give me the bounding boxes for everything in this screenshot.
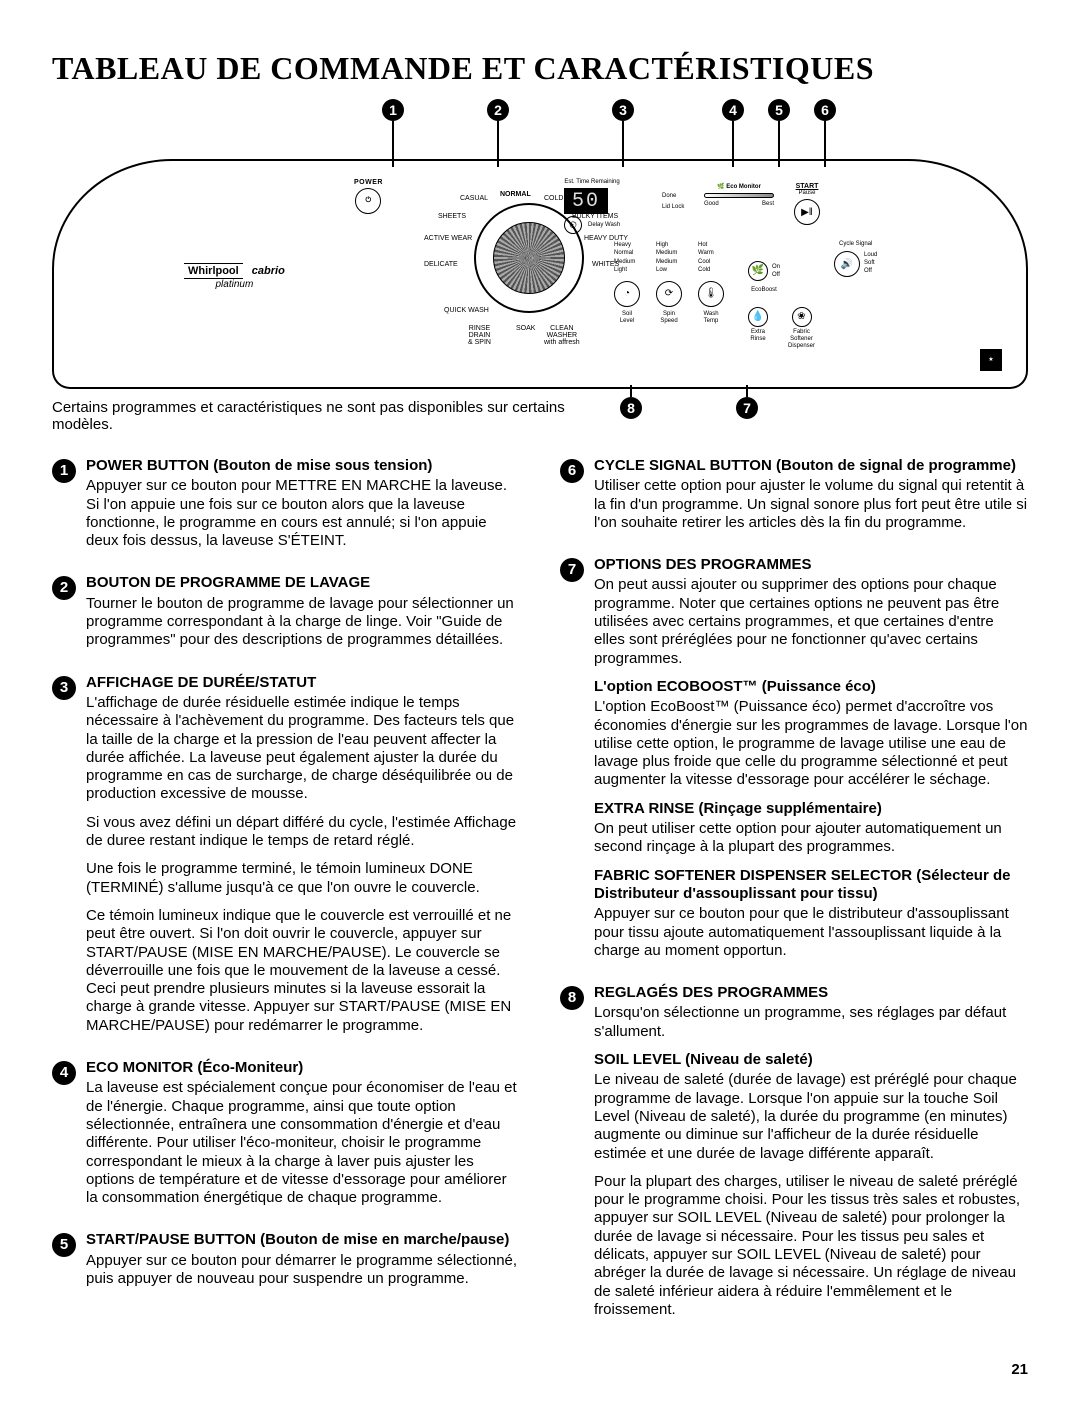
start-pause-button[interactable]: ▶ǁ [794, 199, 820, 225]
energy-star-icon: ★ [980, 349, 1002, 371]
section-marker: 3 [52, 676, 76, 700]
fabric-softener-block: ❀ Fabric Softener Dispenser [788, 307, 815, 351]
section-title: BOUTON DE PROGRAMME DE LAVAGE [86, 574, 520, 592]
section-1: 1 POWER BUTTON (Bouton de mise sous tensi… [52, 457, 520, 560]
availability-note: Certains programmes et caractéristiques … [52, 399, 572, 433]
section-paragraph: On peut aussi ajouter ou supprimer des o… [594, 576, 1028, 667]
subsection-title: FABRIC SOFTENER DISPENSER SELECTOR (Séle… [594, 867, 1028, 904]
brand-block: Whirlpool cabrio platinum [184, 263, 285, 290]
subsection-title: SOIL LEVEL (Niveau de saleté) [594, 1051, 1028, 1069]
section-paragraph: Ce témoin lumineux indique que le couver… [86, 907, 520, 1035]
section-marker: 8 [560, 986, 584, 1010]
ecoboost-block: 🌿 OnOff EcoBoost [748, 261, 780, 294]
callout-7: 7 [736, 385, 758, 419]
section-paragraph: La laveuse est spécialement conçue pour … [86, 1079, 520, 1207]
eco-monitor-block: 🌿 Eco Monitor GoodBest [704, 183, 774, 207]
callout-8: 8 [620, 385, 642, 419]
callout-6: 6 [814, 99, 836, 167]
section-2: 2 BOUTON DE PROGRAMME DE LAVAGE Tourner le… [52, 574, 520, 659]
time-display: 50 [564, 188, 608, 214]
section-marker: 5 [52, 1233, 76, 1257]
subsection-paragraph: On peut utiliser cette option pour ajout… [594, 820, 1028, 857]
section-paragraph: Si vous avez défini un départ différé du… [86, 814, 520, 851]
delay-wash-label: Delay Wash [588, 222, 620, 229]
callout-5: 5 [768, 99, 790, 167]
section-paragraph: Appuyer sur ce bouton pour METTRE EN MAR… [86, 477, 520, 550]
subsection-paragraph: Appuyer sur ce bouton pour que le distri… [594, 905, 1028, 960]
section-title: START/PAUSE BUTTON (Bouton de mise en ma… [86, 1231, 520, 1249]
fabric-softener-button[interactable]: ❀ [792, 307, 812, 327]
power-icon: ⏻ [365, 197, 371, 205]
brand-variant: platinum [184, 279, 285, 290]
power-button[interactable]: ⏻ [355, 188, 381, 214]
delay-wash-button[interactable]: ⏲ [564, 216, 582, 234]
subsection-title: EXTRA RINSE (Rinçage supplémentaire) [594, 800, 1028, 818]
callout-1: 1 [382, 99, 404, 167]
est-time-label: Est. Time Remaining [564, 179, 620, 186]
callout-4: 4 [722, 99, 744, 167]
section-paragraph: Une fois le programme terminé, le témoin… [86, 860, 520, 897]
soil-level-block: Heavy Normal Medium Light ◔ Soil Level [614, 241, 640, 325]
section-paragraph: Utiliser cette option pour ajuster le vo… [594, 477, 1028, 532]
soil-level-button[interactable]: ◔ [614, 281, 640, 307]
subsection-title: L'option ECOBOOST™ (Puissance éco) [594, 678, 1028, 696]
subsection-paragraph: Le niveau de saleté (durée de lavage) es… [594, 1071, 1028, 1162]
page-title: TABLEAU DE COMMANDE ET CARACTÉRISTIQUES [52, 50, 1028, 87]
section-title: POWER BUTTON (Bouton de mise sous tensio… [86, 457, 520, 475]
section-title: CYCLE SIGNAL BUTTON (Bouton de signal de… [594, 457, 1028, 475]
cycle-signal-button[interactable]: 🔊 [834, 251, 860, 277]
brand-line: cabrio [252, 265, 285, 277]
section-paragraph: Appuyer sur ce bouton pour démarrer le p… [86, 1252, 520, 1289]
section-3: 3 AFFICHAGE DE DURÉE/STATUT L'affichage de… [52, 674, 520, 1045]
power-block: POWER ⏻ [354, 179, 383, 214]
page-number: 21 [52, 1361, 1028, 1378]
wash-temp-button[interactable]: 🌡 [698, 281, 724, 307]
power-label: POWER [354, 179, 383, 186]
section-title: REGLAGÉS DES PROGRAMMES [594, 984, 1028, 1002]
ecoboost-button[interactable]: 🌿 [748, 261, 768, 281]
section-marker: 6 [560, 459, 584, 483]
start-block: START Pause ▶ǁ [794, 183, 820, 225]
extra-rinse-block: 💧 Extra Rinse [748, 307, 768, 343]
spin-speed-block: High Medium Medium Low ⟳ Spin Speed [656, 241, 682, 325]
section-title: OPTIONS DES PROGRAMMES [594, 556, 1028, 574]
callout-2: 2 [487, 99, 509, 167]
subsection-paragraph: L'option EcoBoost™ (Puissance éco) perme… [594, 698, 1028, 789]
section-6: 6 CYCLE SIGNAL BUTTON (Bouton de signal d… [560, 457, 1028, 542]
section-marker: 2 [52, 576, 76, 600]
spin-speed-button[interactable]: ⟳ [656, 281, 682, 307]
section-marker: 7 [560, 558, 584, 582]
wash-temp-block: Hot Warm Cool Cold 🌡 Wash Temp [698, 241, 724, 325]
status-leds: Done Lid Lock [662, 191, 684, 214]
subsection-paragraph: Pour la plupart des charges, utiliser le… [594, 1173, 1028, 1319]
section-marker: 1 [52, 459, 76, 483]
section-4: 4 ECO MONITOR (Éco-Moniteur) La laveuse es… [52, 1059, 520, 1217]
section-paragraph: Tourner le bouton de programme de lavage… [86, 595, 520, 650]
start-label: START [794, 183, 820, 190]
section-8: 8 REGLAGÉS DES PROGRAMMES Lorsqu'on sélect… [560, 984, 1028, 1329]
section-7: 7 OPTIONS DES PROGRAMMES On peut aussi ajo… [560, 556, 1028, 970]
brand-main: Whirlpool [184, 263, 243, 279]
control-panel-figure: 1 2 3 4 5 6 Whirlpool cabrio platinum PO… [52, 99, 1028, 389]
description-columns: 1 POWER BUTTON (Bouton de mise sous tensi… [52, 457, 1028, 1343]
extra-rinse-button[interactable]: 💧 [748, 307, 768, 327]
section-paragraph: L'affichage de durée résiduelle estimée … [86, 694, 520, 804]
section-title: AFFICHAGE DE DURÉE/STATUT [86, 674, 520, 692]
section-title: ECO MONITOR (Éco-Moniteur) [86, 1059, 520, 1077]
cycle-signal-block: Cycle Signal 🔊 Loud Soft Off [834, 241, 877, 277]
section-marker: 4 [52, 1061, 76, 1085]
callout-3: 3 [612, 99, 634, 167]
section-5: 5 START/PAUSE BUTTON (Bouton de mise en m… [52, 1231, 520, 1298]
display-block: Est. Time Remaining 50 ⏲ Delay Wash [564, 179, 620, 234]
section-paragraph: Lorsqu'on sélectionne un programme, ses … [594, 1004, 1028, 1041]
